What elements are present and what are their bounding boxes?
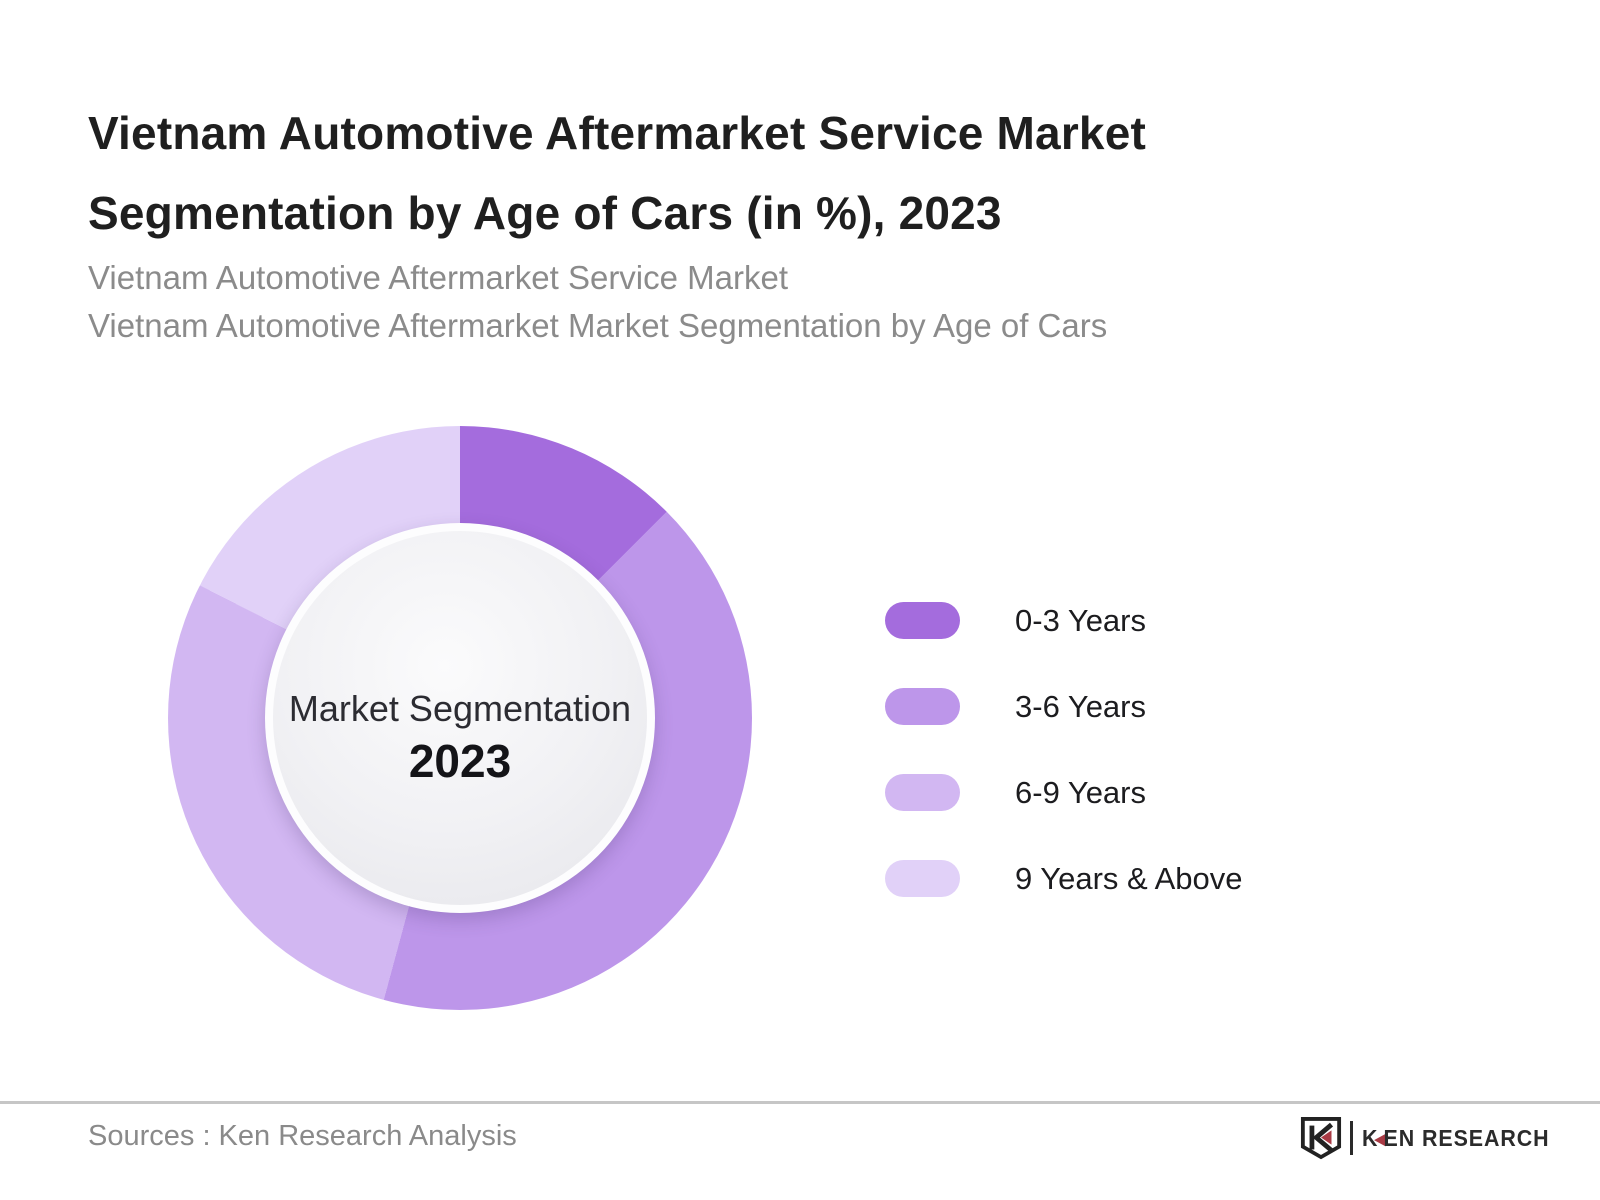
- subtitle-line-2: Vietnam Automotive Aftermarket Market Se…: [88, 307, 1108, 344]
- subtitle-line-1: Vietnam Automotive Aftermarket Service M…: [88, 259, 789, 296]
- legend-label: 9 Years & Above: [1015, 860, 1243, 896]
- page-subtitle: Vietnam Automotive Aftermarket Service M…: [88, 254, 1107, 350]
- legend-item-9-years-above: 9 Years & Above: [885, 860, 1243, 897]
- legend-swatch-icon: [885, 774, 960, 811]
- legend-swatch-icon: [885, 602, 960, 639]
- logo-separator: [1350, 1121, 1353, 1155]
- footer-divider: [0, 1101, 1600, 1104]
- legend-label: 6-9 Years: [1015, 774, 1146, 810]
- donut-inner-ring: Market Segmentation 2023: [265, 523, 655, 913]
- legend-label: 0-3 Years: [1015, 602, 1146, 638]
- legend-label: 3-6 Years: [1015, 688, 1146, 724]
- ken-research-logo: K◀EN RESEARCH: [1300, 1116, 1564, 1160]
- red-arrow-icon: ◀: [1374, 1130, 1387, 1148]
- source-note: Sources : Ken Research Analysis: [88, 1120, 517, 1152]
- legend-swatch-icon: [885, 688, 960, 725]
- chart-legend: 0-3 Years 3-6 Years 6-9 Years 9 Years & …: [885, 602, 1243, 946]
- donut-center-year: 2023: [408, 735, 512, 787]
- page-title: Vietnam Automotive Aftermarket Service M…: [88, 93, 1146, 253]
- donut-center-text: Market Segmentation 2023: [289, 687, 631, 787]
- donut-center-label: Market Segmentation: [288, 688, 632, 729]
- donut-chart: Market Segmentation 2023: [168, 426, 752, 1010]
- legend-item-3-6-years: 3-6 Years: [885, 688, 1243, 725]
- title-line-2: Segmentation by Age of Cars (in %), 2023: [88, 186, 1002, 239]
- donut-center-disc: Market Segmentation 2023: [273, 531, 647, 905]
- ken-research-emblem-icon: [1300, 1117, 1342, 1160]
- logo-wordmark: K◀EN RESEARCH: [1362, 1124, 1550, 1151]
- legend-item-6-9-years: 6-9 Years: [885, 774, 1243, 811]
- title-line-1: Vietnam Automotive Aftermarket Service M…: [88, 106, 1147, 159]
- legend-swatch-icon: [885, 860, 960, 897]
- legend-item-0-3-years: 0-3 Years: [885, 602, 1243, 639]
